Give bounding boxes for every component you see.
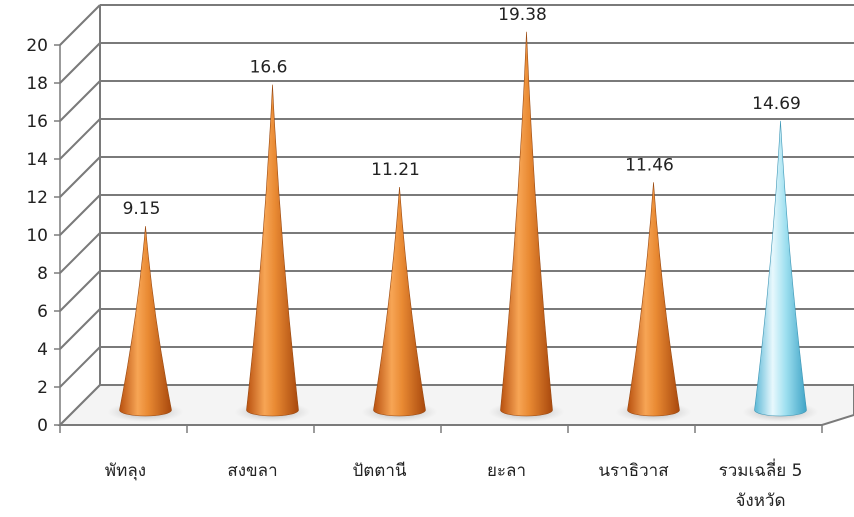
y-tick-labels: 0 2 4 6 8 10 12 14 16 18 20 — [26, 36, 48, 436]
gridline-side — [59, 80, 101, 122]
gridline-side — [59, 346, 101, 388]
y-tick-label: 12 — [26, 188, 48, 208]
category-label-1: สงขลา — [227, 461, 277, 481]
cone-0 — [119, 226, 172, 417]
cone-2 — [373, 186, 426, 417]
gridline-side — [59, 194, 101, 236]
y-tick-label: 16 — [26, 112, 48, 132]
data-label-1: 16.6 — [250, 58, 288, 78]
gridline-side — [59, 118, 101, 160]
gridlines — [57, 4, 854, 426]
data-label-4: 11.46 — [625, 155, 674, 175]
y-tick-label: 8 — [37, 264, 48, 284]
y-tick-label: 20 — [26, 36, 48, 56]
cone-4 — [627, 182, 680, 417]
gridline-side — [59, 308, 101, 350]
axes — [54, 44, 823, 433]
y-tick-label: 14 — [26, 150, 48, 170]
data-label-3: 19.38 — [498, 5, 547, 25]
cone-3 — [500, 31, 553, 417]
category-label-5: รวมเฉลี่ย 5 จังหวัด — [719, 458, 803, 511]
category-label-4: นราธิวาส — [598, 461, 669, 481]
gridline-side — [59, 270, 101, 312]
cone-1 — [246, 84, 299, 417]
gridline-side — [59, 4, 101, 46]
y-tick-label: 10 — [26, 226, 48, 246]
category-label-0: พัทลุง — [105, 461, 146, 481]
data-labels: 9.15 16.6 11.21 19.38 11.46 14.69 — [123, 5, 801, 219]
floor — [57, 384, 854, 426]
y-tick-label: 4 — [37, 340, 48, 360]
category-labels: พัทลุง สงขลา ปัตตานี ยะลา นราธิวาส รวมเฉลี่ย … — [105, 458, 803, 511]
y-tick-label: 0 — [37, 416, 48, 436]
cones — [107, 31, 819, 422]
y-tick-label: 18 — [26, 74, 48, 94]
data-label-5: 14.69 — [752, 94, 801, 114]
data-label-2: 11.21 — [371, 160, 420, 180]
category-label-2: ปัตตานี — [352, 461, 406, 481]
y-tick-label: 6 — [37, 302, 48, 322]
y-tick-label: 2 — [37, 378, 48, 398]
gridline-side — [59, 42, 101, 84]
gridline-side — [59, 156, 101, 198]
data-label-0: 9.15 — [123, 199, 161, 219]
cone-5 — [754, 120, 807, 417]
category-label-3: ยะลา — [487, 461, 526, 481]
gridline-side — [59, 232, 101, 274]
